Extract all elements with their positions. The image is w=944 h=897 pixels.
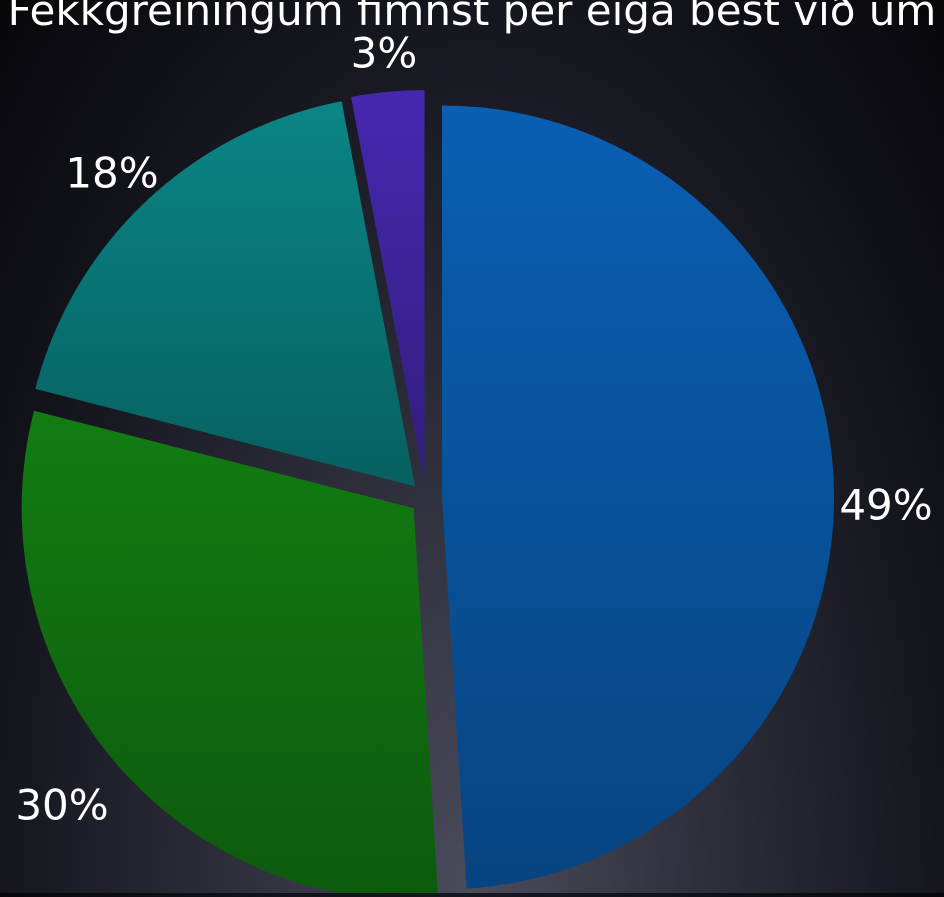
slice-30 xyxy=(21,410,439,897)
slice-49-label: 49% xyxy=(839,481,932,530)
slice-18 xyxy=(35,101,416,487)
slice-3-label: 3% xyxy=(351,29,418,78)
slice-3 xyxy=(351,90,425,483)
slice-30-label: 30% xyxy=(15,781,108,830)
slice-49 xyxy=(441,105,834,889)
chart-title: Fékkgreiningum fimnst per eiga best við … xyxy=(7,0,937,35)
slice-18-label: 18% xyxy=(65,149,158,198)
